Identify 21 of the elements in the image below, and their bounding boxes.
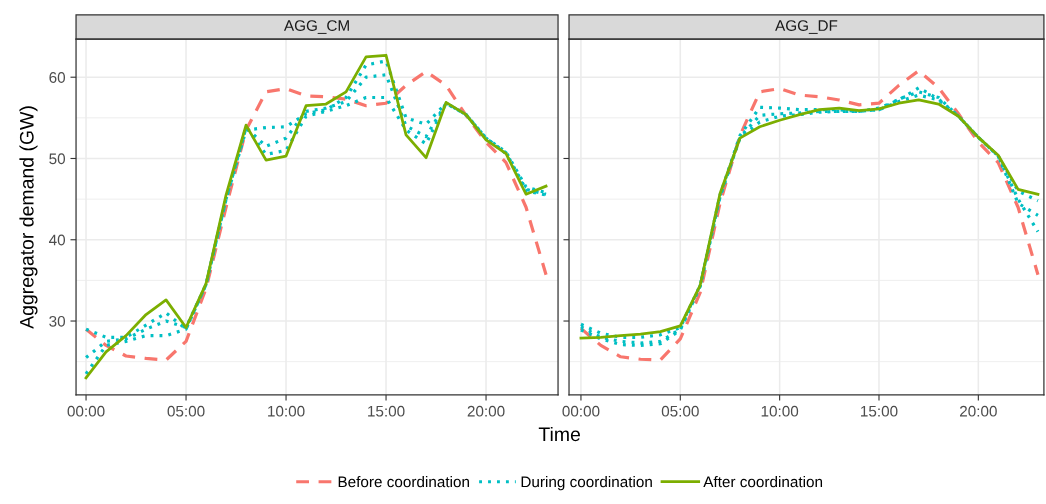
y-tick-label: 30 xyxy=(49,315,66,327)
legend-label: Before coordination xyxy=(338,476,469,488)
x-tick-label: 20:00 xyxy=(467,405,505,417)
x-tick-label: 05:00 xyxy=(661,405,699,417)
y-tick-label: 40 xyxy=(48,234,66,246)
x-axis-title: Time xyxy=(538,426,580,442)
x-tick-label: 20:00 xyxy=(959,405,997,417)
chart-title: AGG_DF xyxy=(775,20,838,34)
x-tick-label: 05:00 xyxy=(167,405,205,417)
x-tick-label: 00:00 xyxy=(562,405,600,417)
x-tick-label: 10:00 xyxy=(268,405,305,417)
y-tick-label: 60 xyxy=(49,72,66,83)
x-tick-label: 15:00 xyxy=(861,405,898,417)
y-tick-label: 50 xyxy=(49,153,66,165)
x-tick-label: 00:00 xyxy=(67,405,105,417)
x-tick-label: 10:00 xyxy=(761,405,799,417)
legend-label: After coordination xyxy=(703,476,823,488)
x-tick-label: 15:00 xyxy=(368,405,405,417)
y-axis-title: Aggregator demand (GW) xyxy=(19,106,38,329)
chart-title: AGG_CM xyxy=(283,20,349,34)
legend-label: During coordination xyxy=(521,476,652,491)
